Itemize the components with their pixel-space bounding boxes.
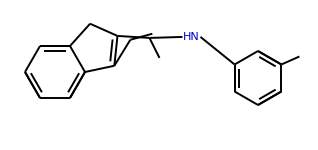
Text: HN: HN <box>183 32 200 42</box>
